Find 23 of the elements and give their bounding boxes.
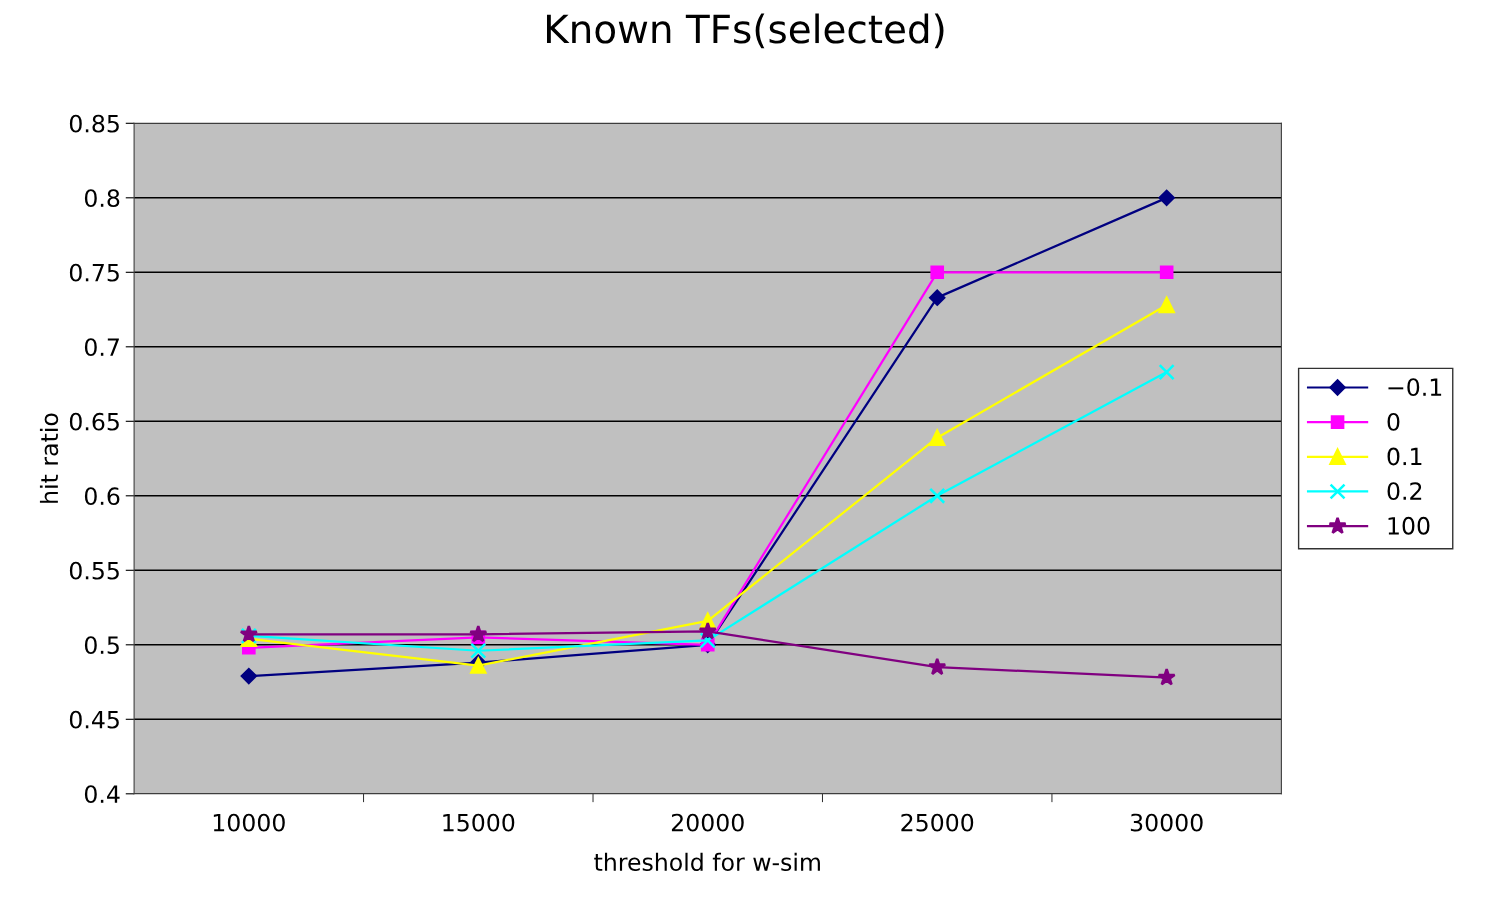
y-tick-label: 0.7 xyxy=(84,338,119,357)
x-tick-label: 25000 xyxy=(901,813,974,832)
y-tick-label: 0.4 xyxy=(84,785,120,804)
legend-label: 0.2 xyxy=(1387,482,1422,501)
x-tick-label: 20000 xyxy=(671,813,744,832)
chart-title: Known TFs(selected) xyxy=(546,13,944,49)
x-tick-label: 30000 xyxy=(1130,813,1203,832)
legend-label: −0.1 xyxy=(1388,378,1442,397)
y-tick-label: 0.6 xyxy=(84,487,120,506)
y-axis-title: hit ratio xyxy=(39,413,59,503)
x-tick-label: 15000 xyxy=(443,813,515,832)
y-tick-label: 0.8 xyxy=(84,189,120,208)
y-tick-label: 0.75 xyxy=(69,263,119,282)
y-tick-label: 0.65 xyxy=(69,412,119,431)
legend-label: 100 xyxy=(1388,516,1430,535)
legend-label: 0.1 xyxy=(1387,447,1422,466)
y-tick-label: 0.85 xyxy=(69,114,119,133)
legend-label: 0 xyxy=(1387,412,1400,431)
y-tick-label: 0.45 xyxy=(69,710,119,729)
x-tick-label: 10000 xyxy=(213,813,285,832)
x-axis-title: threshold for w-sim xyxy=(594,852,820,872)
y-tick-label: 0.55 xyxy=(69,561,119,580)
y-tick-label: 0.5 xyxy=(84,636,119,655)
